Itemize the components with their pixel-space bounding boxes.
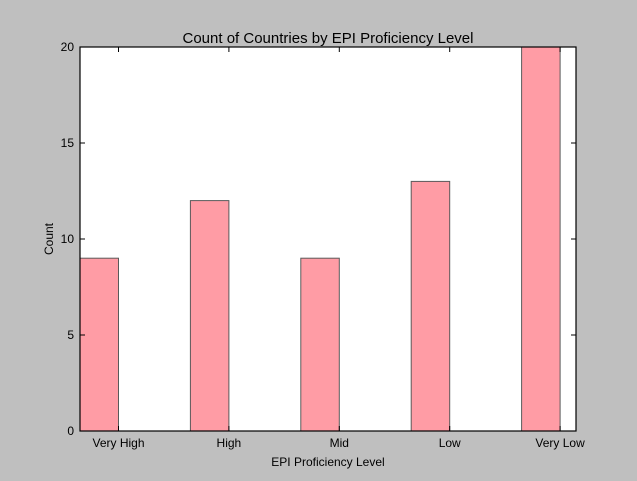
bar-low [410, 180, 451, 432]
bars-layer [79, 46, 561, 432]
y-tick-label: 10 [61, 232, 75, 246]
plot-frame [79, 46, 577, 432]
x-tick-label: High [217, 436, 242, 450]
x-tick-label: Very High [92, 436, 144, 450]
bar-very-high [79, 257, 119, 432]
x-tick-label: Mid [330, 436, 349, 450]
y-tick-label: 15 [61, 136, 75, 150]
bar-high [189, 200, 230, 432]
ticks-layer: Very High High Mid Low Very Low 0 5 10 15 20 [61, 40, 585, 450]
x-tick-label: Low [439, 436, 461, 450]
y-tick-label: 0 [67, 424, 74, 438]
bar-mid [300, 257, 340, 432]
y-tick-label: 20 [61, 40, 75, 54]
x-axis-label: EPI Proficiency Level [271, 455, 384, 469]
x-tick-label: Very Low [535, 436, 585, 450]
bar-very-low [521, 46, 561, 432]
y-tick-label: 5 [67, 328, 74, 342]
chart-title: Count of Countries by EPI Proficiency Le… [183, 30, 474, 47]
y-axis-label: Count [42, 222, 56, 255]
